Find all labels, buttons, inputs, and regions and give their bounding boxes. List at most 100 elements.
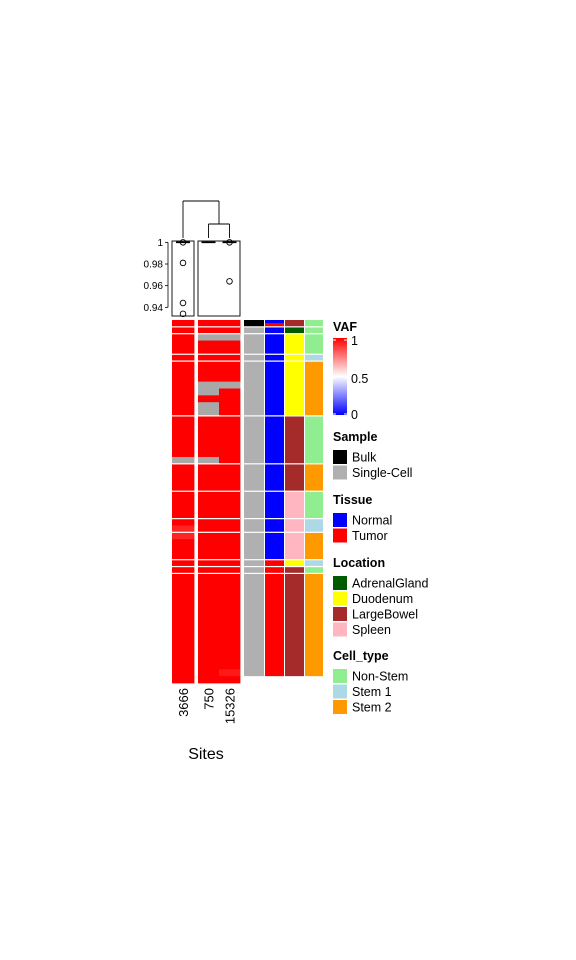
heatmap-cell	[198, 484, 220, 492]
annotation-location-cell	[285, 361, 304, 416]
heatmap-cell	[219, 477, 241, 485]
annotation-tissue-cell	[265, 559, 284, 567]
heatmap-cell	[198, 635, 220, 643]
heatmap-cell	[219, 587, 241, 595]
annotation-tissue-cell	[265, 361, 284, 416]
block-separator	[172, 353, 240, 355]
annotation-separator	[244, 518, 323, 520]
heatmap-cell	[219, 484, 241, 492]
annotation-celltype-cell	[305, 532, 323, 560]
heatmap-cell	[198, 593, 220, 602]
heatmap-cell	[172, 546, 195, 554]
legend-swatch	[333, 528, 347, 543]
legend-swatch	[333, 450, 347, 464]
block-separator	[172, 490, 240, 492]
heatmap-cell	[172, 415, 195, 424]
vaf-colorbar	[333, 338, 347, 415]
heatmap-cell	[198, 326, 220, 335]
x-axis-title: Sites	[188, 746, 224, 763]
annotation-tissue-cell	[265, 491, 284, 519]
annotation-sample-cell	[244, 361, 264, 416]
block-separator	[172, 518, 240, 520]
heatmap-cell	[172, 367, 195, 376]
heatmap-cell	[198, 347, 220, 355]
legend-swatch	[333, 591, 347, 606]
heatmap-cell	[172, 333, 195, 341]
heatmap-cell	[172, 552, 195, 561]
annotation-celltype-cell	[305, 320, 323, 327]
heatmap-cell	[198, 409, 220, 417]
vaf-tick-label: 0.5	[351, 372, 368, 386]
heatmap-cell	[219, 415, 241, 424]
heatmap-cell	[219, 628, 241, 636]
heatmap-cell	[172, 463, 195, 472]
annotation-celltype-cell	[305, 354, 323, 362]
heatmap-cell	[198, 498, 220, 506]
site-label: 750	[202, 688, 217, 710]
annotation-tissue-cell	[265, 532, 284, 560]
boxplot-tick-label: 0.96	[144, 281, 164, 292]
heatmap-cell	[198, 511, 220, 520]
boxplot-frame	[197, 240, 241, 317]
heatmap-cell	[219, 566, 241, 574]
annotation-separator	[244, 559, 323, 561]
heatmap-cell	[172, 450, 195, 458]
row-annotation-bars	[244, 320, 323, 677]
heatmap-cell	[172, 614, 195, 622]
heatmap-cell	[198, 614, 220, 622]
annotation-sample-cell	[244, 532, 264, 560]
legend-label: Bulk	[352, 451, 377, 465]
vaf-tick-label: 1	[351, 334, 358, 348]
legend-label: Duodenum	[352, 592, 413, 606]
annotation-tissue-cell	[265, 518, 284, 533]
heatmap-cell	[219, 504, 241, 513]
heatmap-cell	[219, 333, 241, 341]
heatmap-cell	[219, 614, 241, 622]
heatmap-cell	[172, 443, 195, 451]
boxplot-tick-label: 0.98	[144, 260, 164, 271]
annotation-location-cell	[285, 320, 304, 327]
heatmap-cell	[172, 504, 195, 513]
annotation-location-cell	[285, 354, 304, 362]
heatmap-cell	[172, 491, 195, 499]
heatmap-cell	[198, 450, 220, 458]
column-dendrogram	[182, 200, 230, 238]
legend-title: Sample	[333, 430, 378, 444]
annotation-location-cell	[285, 559, 304, 567]
annotation-tissue-cell	[265, 415, 284, 464]
heatmap-cell	[198, 669, 220, 677]
heatmap-cell	[172, 381, 195, 389]
heatmap-cell	[198, 559, 220, 567]
heatmap-cell	[172, 361, 195, 369]
heatmap-cell	[172, 374, 195, 383]
heatmap-cell	[219, 395, 241, 403]
boxplot-tick-label: 0.94	[144, 303, 164, 314]
heatmap-cell	[172, 429, 195, 437]
vaf-tick-label: 0	[351, 408, 358, 422]
block-separator	[172, 531, 240, 533]
heatmap-cell	[198, 415, 220, 424]
heatmap-cell	[219, 546, 241, 554]
legend-label: Non-Stem	[352, 670, 408, 684]
heatmap-cell	[219, 607, 241, 615]
heatmap-cell	[219, 463, 241, 472]
annotation-celltype-cell	[305, 415, 323, 464]
heatmap-cell	[172, 456, 195, 465]
heatmap-cell	[198, 539, 220, 547]
annotation-sample-cell	[244, 463, 264, 492]
heatmap-cell	[172, 621, 195, 629]
annotation-tissue-cell	[265, 573, 284, 677]
heatmap-cell	[219, 491, 241, 499]
boxplot-frame	[171, 240, 195, 317]
annotation-location-cell	[285, 491, 304, 519]
annotation-location-cell	[285, 566, 304, 574]
heatmap-cell	[219, 429, 241, 437]
heatmap-cell	[172, 395, 195, 403]
legend-swatch	[333, 622, 347, 637]
annotation-celltype-cell	[305, 566, 323, 574]
heatmap-cell	[198, 340, 220, 348]
boxplot-outlier	[226, 239, 233, 246]
heatmap-cell	[198, 566, 220, 574]
heatmap-cell	[219, 532, 241, 540]
